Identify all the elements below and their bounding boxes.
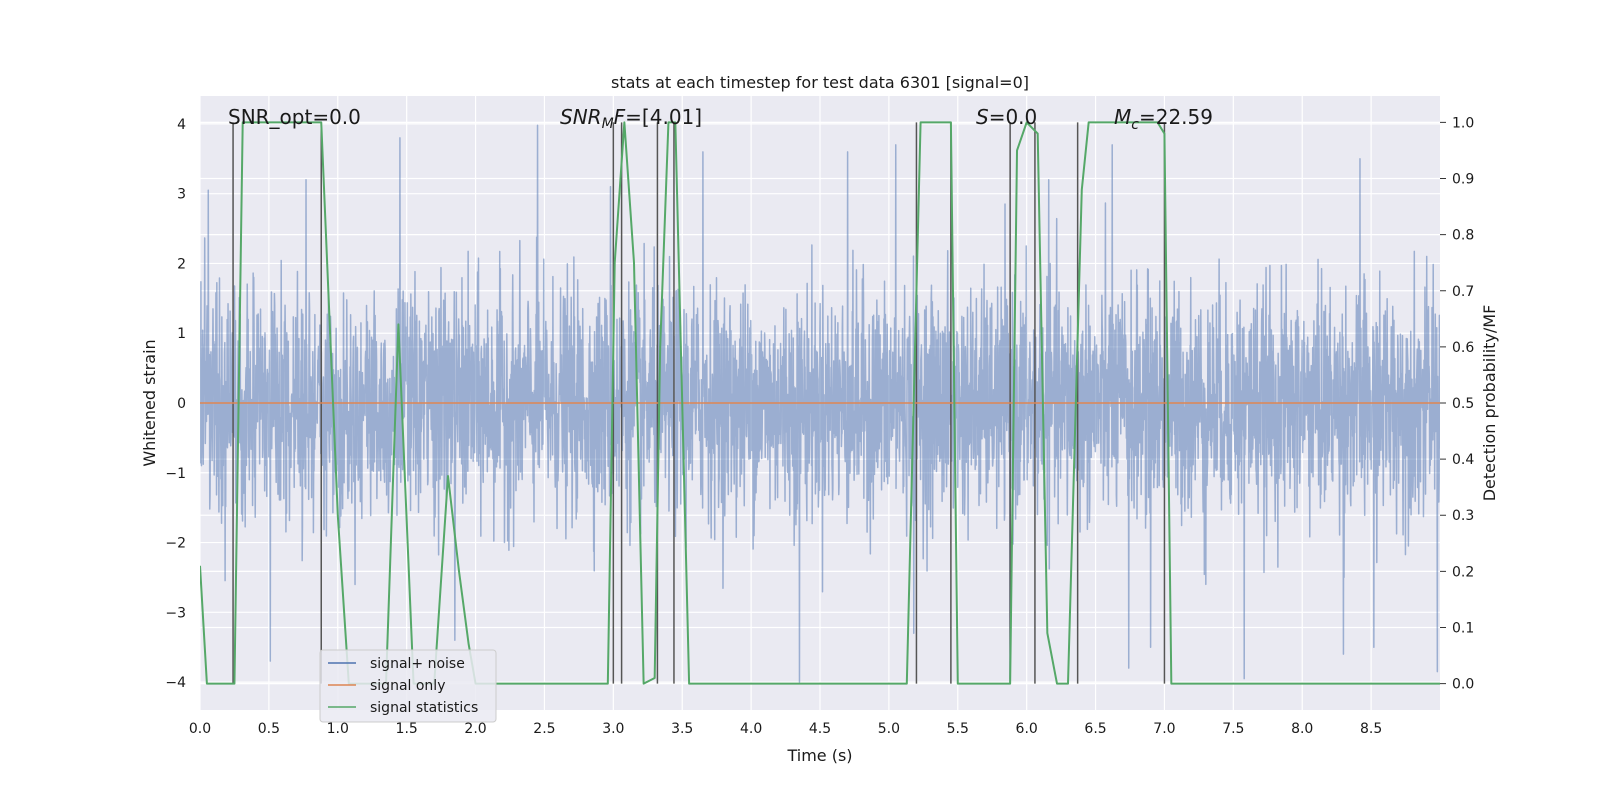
annotation-s: S=0.0 bbox=[976, 105, 1037, 129]
y2-tick-label: 0.4 bbox=[1452, 452, 1474, 468]
legend-label-signal-only: signal only bbox=[370, 678, 445, 694]
y2-tick-label: 0.9 bbox=[1452, 172, 1474, 188]
x-tick-label: 0.5 bbox=[258, 721, 280, 737]
y2-tick-labels: 0.0 0.1 0.2 0.3 0.4 0.5 0.6 0.7 0.8 0.9 1.0 bbox=[1440, 115, 1474, 693]
series-line-signal-noise bbox=[200, 124, 1440, 683]
x-tick-label: 6.0 bbox=[1016, 721, 1038, 737]
annotation-snr-mf: SNRMF=[4.01] bbox=[560, 105, 702, 132]
y2-tick-label: 1.0 bbox=[1452, 115, 1474, 131]
x-tick-labels: 0.0 0.5 1.0 1.5 2.0 2.5 3.0 3.5 4.0 4.5 5.0 5.5 6.0 6… bbox=[189, 721, 1382, 737]
y2-tick-label: 0.1 bbox=[1452, 620, 1474, 636]
x-tick-label: 2.5 bbox=[533, 721, 555, 737]
y-tick-label: −1 bbox=[165, 466, 186, 482]
annotation-mc: Mc=22.59 bbox=[1114, 105, 1213, 133]
x-tick-label: 5.0 bbox=[878, 721, 900, 737]
x-tick-label: 3.5 bbox=[671, 721, 693, 737]
y-tick-labels: −4 −3 −2 −1 0 1 2 3 4 bbox=[165, 117, 186, 691]
annotation-snr-opt: SNR_opt=0.0 bbox=[228, 105, 361, 129]
legend-label-signal-noise: signal+ noise bbox=[370, 656, 465, 672]
x-tick-label: 3.0 bbox=[602, 721, 624, 737]
x-tick-label: 0.0 bbox=[189, 721, 211, 737]
legend-label-signal-statistics: signal statistics bbox=[370, 700, 478, 716]
y2-tick-label: 0.7 bbox=[1452, 284, 1474, 300]
x-tick-label: 4.0 bbox=[740, 721, 762, 737]
y2-axis-label: Detection probability/MF bbox=[1480, 305, 1499, 502]
x-tick-label: 1.5 bbox=[396, 721, 418, 737]
y-axis-label: Whitened strain bbox=[140, 339, 159, 466]
y-tick-label: −4 bbox=[165, 675, 186, 691]
y-tick-label: 1 bbox=[177, 326, 186, 342]
legend-box bbox=[319, 649, 497, 723]
x-tick-label: 7.5 bbox=[1222, 721, 1244, 737]
y-tick-label: 2 bbox=[177, 256, 186, 272]
x-tick-label: 2.0 bbox=[464, 721, 486, 737]
x-tick-label: 4.5 bbox=[809, 721, 831, 737]
x-tick-label: 5.5 bbox=[947, 721, 969, 737]
y2-tick-label: 0.8 bbox=[1452, 228, 1474, 244]
y2-tick-label: 0.2 bbox=[1452, 564, 1474, 580]
x-tick-label: 6.5 bbox=[1084, 721, 1106, 737]
legend: signal+ noise signal only signal statist… bbox=[319, 649, 497, 723]
y2-tick-label: 0.6 bbox=[1452, 340, 1474, 356]
x-tick-label: 7.0 bbox=[1153, 721, 1175, 737]
x-tick-label: 8.5 bbox=[1360, 721, 1382, 737]
x-axis-label: Time (s) bbox=[786, 746, 852, 765]
y-tick-label: −2 bbox=[165, 536, 186, 552]
y-tick-label: 0 bbox=[177, 396, 186, 412]
y-tick-label: 3 bbox=[177, 187, 186, 203]
y2-tick-label: 0.0 bbox=[1452, 677, 1474, 693]
x-tick-label: 1.0 bbox=[327, 721, 349, 737]
y2-tick-label: 0.3 bbox=[1452, 508, 1474, 524]
y2-tick-label: 0.5 bbox=[1452, 396, 1474, 412]
y-tick-label: −3 bbox=[165, 605, 186, 621]
y-tick-label: 4 bbox=[177, 117, 186, 133]
chart-title: stats at each timestep for test data 630… bbox=[611, 73, 1029, 92]
x-tick-label: 8.0 bbox=[1291, 721, 1313, 737]
